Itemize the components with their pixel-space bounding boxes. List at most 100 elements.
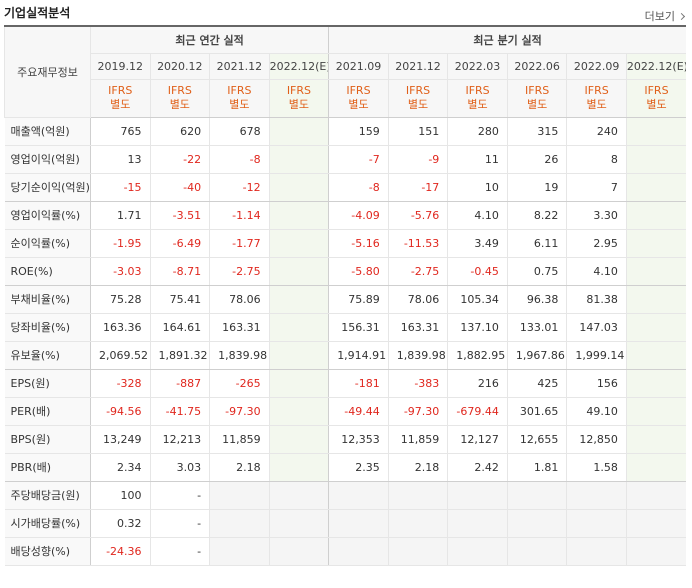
row-label: 주당배당금(원) [4, 480, 91, 510]
value-cell: -97.30 [209, 396, 270, 426]
value-cell [209, 508, 270, 538]
standard-text: 별도 [407, 98, 429, 111]
more-link[interactable]: 더보기 [645, 8, 684, 24]
standard-text: 별도 [646, 98, 667, 111]
value-cell: 100 [90, 480, 151, 510]
section-title: 기업실적분석 [4, 6, 71, 20]
period-header: 2022.12(E) [268, 52, 330, 80]
standard-text: IFRS [167, 84, 192, 97]
period-header: 2021.12 [209, 52, 270, 80]
data-row: ROE(%) -3.03 -8.71 -2.75 -5.80 -2.75 -0.45 0.75… [4, 256, 686, 286]
value-cell: 13,249 [90, 424, 151, 454]
value-cell: -3.51 [149, 200, 211, 230]
data-row: 주당배당금(원) 100- [4, 480, 686, 510]
value-cell: 425 [506, 368, 568, 398]
value-cell: -49.44 [328, 396, 389, 426]
standard-header: IFRS 별도 [387, 78, 449, 118]
row-label: PBR(배) [4, 452, 91, 482]
value-cell: -94.56 [90, 396, 151, 426]
data-row: PER(배) -94.56 -41.75 -97.30 -49.44 -97.30 -679… [4, 396, 686, 426]
value-cell: 2.18 [209, 452, 270, 482]
value-cell: 13 [90, 144, 151, 174]
value-cell: 1.58 [566, 452, 627, 482]
value-cell: 1,967.86 [506, 340, 568, 370]
value-cell [268, 508, 330, 538]
value-cell: -887 [149, 368, 211, 398]
value-cell [387, 508, 449, 538]
row-label: 순이익률(%) [4, 228, 91, 258]
value-cell: -383 [387, 368, 449, 398]
standard-text: IFRS [465, 84, 490, 97]
standard-header: IFRS 별도 [625, 78, 686, 118]
value-cell [387, 480, 449, 510]
value-cell: 2.35 [328, 452, 389, 482]
value-cell: -11.53 [387, 228, 449, 258]
data-row: 유보율(%) 2,069.52 1,891.32 1,839.98 1,914.91 1,… [4, 340, 686, 370]
value-cell: 2.18 [387, 452, 449, 482]
value-cell [625, 424, 686, 454]
value-cell: 1,891.32 [149, 340, 211, 370]
value-cell: 280 [447, 116, 508, 146]
value-cell: -12 [209, 172, 270, 202]
data-row: 영업이익(억원) 13 -22 -8 -7 -9 11 26 8 [4, 144, 686, 174]
standard-text: 별도 [229, 98, 250, 111]
row-label: BPS(원) [4, 424, 91, 454]
value-cell [625, 536, 686, 566]
value-cell: 1,839.98 [209, 340, 270, 370]
period-header: 2022.09 [566, 52, 627, 80]
value-cell: 151 [387, 116, 449, 146]
value-cell: 2.42 [447, 452, 508, 482]
value-cell: 156.31 [328, 312, 389, 342]
standard-text: 별도 [110, 98, 131, 111]
value-cell: -17 [387, 172, 449, 202]
value-cell: -5.76 [387, 200, 449, 230]
value-cell: -15 [90, 172, 151, 202]
value-cell [625, 116, 686, 146]
value-cell: 19 [506, 172, 568, 202]
value-cell: -22 [149, 144, 211, 174]
value-cell: 0.32 [90, 508, 151, 538]
data-row: 배당성향(%) -24.36- [4, 536, 686, 566]
value-cell [506, 536, 568, 566]
standard-header: IFRS 별도 [149, 78, 211, 118]
value-cell: 75.28 [90, 284, 151, 314]
value-cell [387, 536, 449, 566]
standard-text: IFRS [644, 84, 669, 97]
data-row: 당좌비율(%) 163.36 164.61 163.31 156.31 163.31 137… [4, 312, 686, 342]
value-cell [268, 368, 330, 398]
value-cell [328, 508, 389, 538]
data-row: PBR(배) 2.34 3.03 2.18 2.35 2.18 2.42 1.81 1.58 [4, 452, 686, 482]
value-cell: -7 [328, 144, 389, 174]
value-cell: - [149, 480, 211, 510]
financial-table: 주요재무정보 최근 연간 실적 최근 분기 실적 2019.12 2020.12 2021… [4, 25, 686, 566]
value-cell: 75.41 [149, 284, 211, 314]
value-cell [209, 536, 270, 566]
value-cell: 11,859 [209, 424, 270, 454]
value-cell: -4.09 [328, 200, 389, 230]
standard-header: IFRS 별도 [90, 78, 151, 118]
value-cell: 1,914.91 [328, 340, 389, 370]
standard-text: IFRS [227, 84, 252, 97]
value-cell: 49.10 [566, 396, 627, 426]
period-header: 2021.12 [387, 52, 449, 80]
value-cell: 137.10 [447, 312, 508, 342]
value-cell [625, 480, 686, 510]
standard-text: IFRS [584, 84, 609, 97]
group-header: 최근 분기 실적 [328, 25, 686, 54]
value-cell: -265 [209, 368, 270, 398]
row-label: PER(배) [4, 396, 91, 426]
period-header: 2021.09 [328, 52, 389, 80]
value-cell: -24.36 [90, 536, 151, 566]
value-cell: 78.06 [387, 284, 449, 314]
value-cell [447, 508, 508, 538]
value-cell: -328 [90, 368, 151, 398]
value-cell [625, 284, 686, 314]
value-cell: -2.75 [387, 256, 449, 286]
value-cell: 3.03 [149, 452, 211, 482]
value-cell: -8.71 [149, 256, 211, 286]
row-label: EPS(원) [4, 368, 91, 398]
value-cell: 0.75 [506, 256, 568, 286]
data-row: 순이익률(%) -1.95 -6.49 -1.77 -5.16 -11.53 3.49 6.1… [4, 228, 686, 258]
value-cell: 1,882.95 [447, 340, 508, 370]
